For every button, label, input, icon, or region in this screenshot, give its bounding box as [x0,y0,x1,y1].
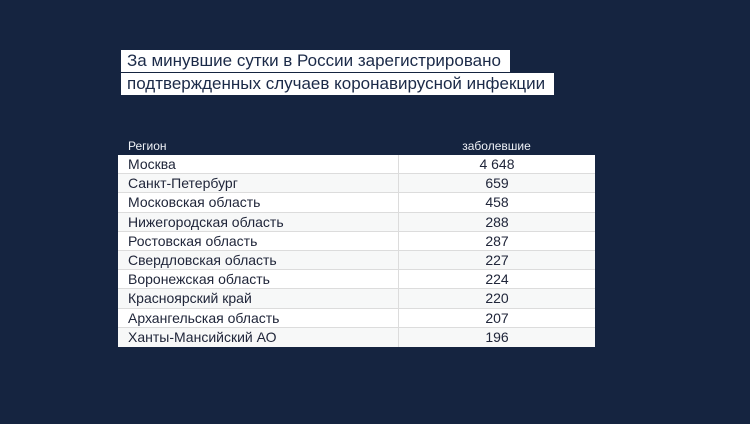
cases-cell: 288 [398,212,595,231]
table-row: Нижегородская область 288 [118,212,595,232]
cases-cell: 227 [398,250,595,270]
cases-cell: 224 [398,270,595,289]
region-cell: Московская область [128,194,261,211]
column-header-region: Регион [128,138,167,153]
table-row: Санкт-Петербург 659 [118,174,595,194]
table-row: Архангельская область 207 [118,308,595,328]
table-body: Москва 4 648 Санкт-Петербург 659 Московская … [118,155,595,347]
region-cell: Воронежская область [128,271,270,288]
region-cell: Нижегородская область [128,213,284,230]
table-row: Московская область 458 [118,193,595,213]
cases-cell: 207 [398,308,595,327]
region-cell: Санкт-Петербург [128,175,238,192]
cases-cell: 659 [398,174,595,193]
cases-cell: 196 [398,327,595,347]
region-cell: Красноярский край [128,290,252,307]
cases-cell: 458 [398,193,595,212]
region-cell: Свердловская область [128,252,277,269]
region-cell: Ханты-Мансийский АО [128,329,277,346]
column-header-cases: заболевшие [462,138,531,153]
table-row: Воронежская область 224 [118,270,595,290]
cases-cell: 4 648 [398,155,595,174]
table-row: Свердловская область 227 [118,250,595,271]
table-row: Москва 4 648 [118,155,595,175]
table-row: Ростовская область 287 [118,231,595,251]
region-cell: Архангельская область [128,309,280,326]
headline-line-2: подтвержденных случаев коронавирусной ин… [121,73,555,95]
table-header: Регион заболевшие [118,136,595,155]
table-row: Красноярский край 220 [118,289,595,309]
region-cell: Ростовская область [128,232,258,249]
region-cell: Москва [128,156,176,173]
headline: За минувшие сутки в России зарегистриров… [121,50,555,96]
headline-line-1: За минувшие сутки в России зарегистриров… [121,50,510,72]
cases-cell: 287 [398,231,595,250]
cases-cell: 220 [398,289,595,308]
table-row: Ханты-Мансийский АО 196 [118,327,595,347]
cases-table: Регион заболевшие Москва 4 648 Санкт-Петер… [118,136,595,347]
